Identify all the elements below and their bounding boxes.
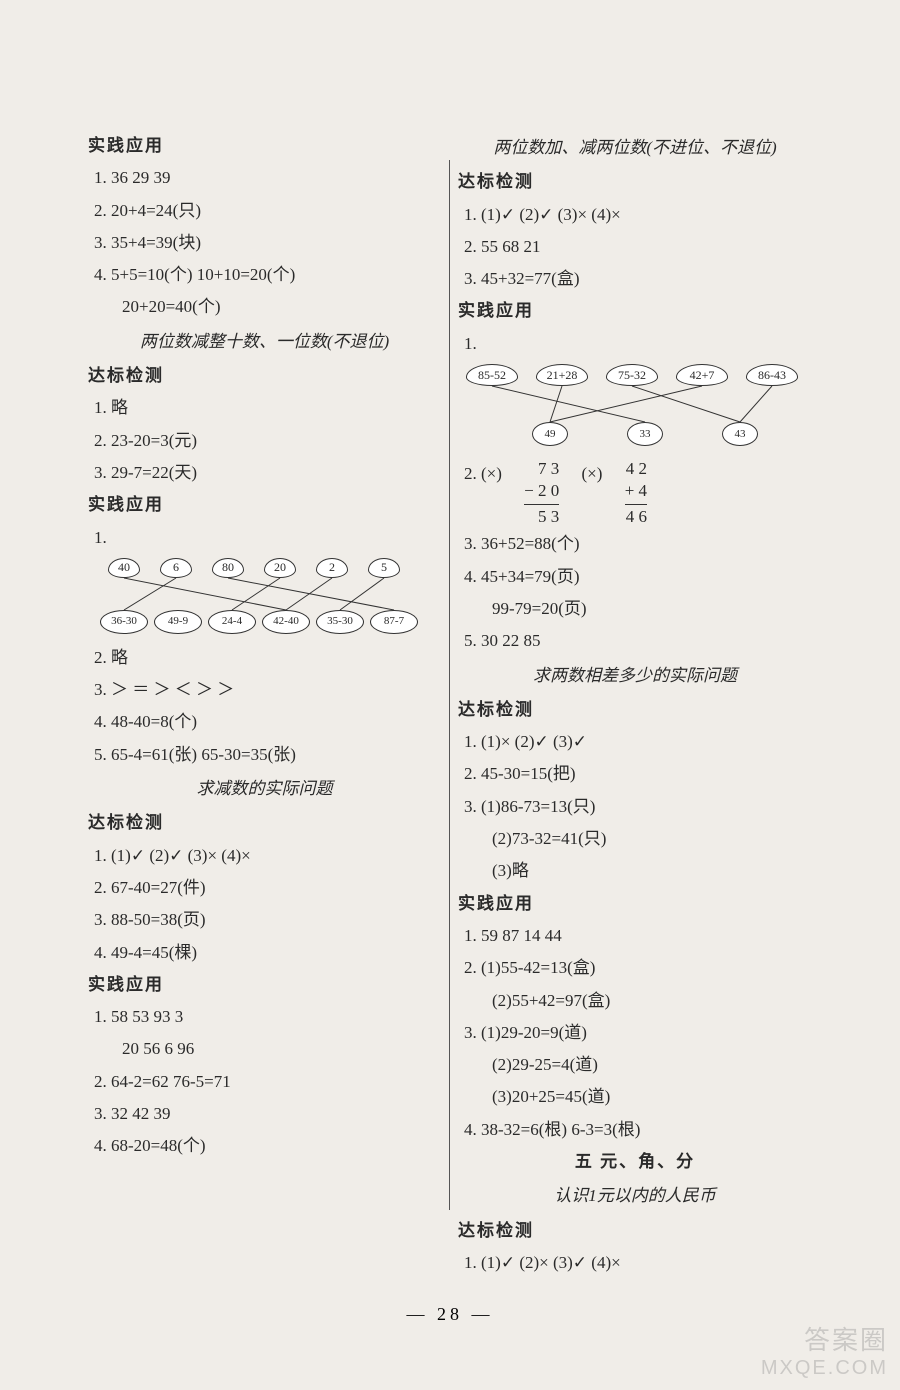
answer-line: 20 56 6 96 — [122, 1033, 441, 1065]
answer-line: 99-79=20(页) — [492, 593, 812, 625]
answer-line: 2. 45-30=15(把) — [464, 758, 812, 790]
section-title: 认识1元以内的人民币 — [458, 1180, 812, 1212]
heading: 实践应用 — [88, 489, 441, 521]
answer-line: 4. 5+5=10(个) 10+10=20(个) — [94, 259, 441, 291]
leaf-node: 6 — [160, 558, 192, 578]
unit-title: 五 元、角、分 — [458, 1146, 812, 1178]
leaf-node: 5 — [368, 558, 400, 578]
answer-line: 2. (1)55-42=13(盒) — [464, 952, 812, 984]
leaf-node: 75-32 — [606, 364, 658, 386]
answer-line: 1. (1)✓ (2)✓ (3)× (4)× — [94, 840, 441, 872]
cloud-node: 33 — [627, 422, 663, 446]
answer-line: (2)73-32=41(只) — [492, 823, 812, 855]
answer-line: 2. 64-2=62 76-5=71 — [94, 1066, 441, 1098]
heading: 实践应用 — [88, 130, 441, 162]
answer-line: 4. 45+34=79(页) — [464, 561, 812, 593]
answer-line: 1. (1)✓ (2)× (3)✓ (4)× — [464, 1247, 812, 1279]
section-title: 求两数相差多少的实际问题 — [458, 660, 812, 692]
heading: 达标检测 — [88, 360, 441, 392]
answer-line: 1. 略 — [94, 392, 441, 424]
answer-line: 3. 32 42 39 — [94, 1098, 441, 1130]
diagram-label: 1. — [94, 522, 441, 554]
cloud-node: 42-40 — [262, 610, 310, 634]
answer-line: 20+20=40(个) — [122, 291, 441, 323]
heading: 达标检测 — [458, 694, 812, 726]
answer-line: (2)29-25=4(道) — [492, 1049, 812, 1081]
answer-line: 1. 59 87 14 44 — [464, 920, 812, 952]
cloud-node: 49 — [532, 422, 568, 446]
watermark: 答案圈 MXQE.COM — [761, 1320, 888, 1380]
answer-line: 3. (1)29-20=9(道) — [464, 1017, 812, 1049]
matching-diagram: 85-52 21+28 75-32 42+7 86-43 49 33 43 — [462, 364, 812, 454]
answer-line: (2)55+42=97(盒) — [492, 985, 812, 1017]
matching-diagram: 40 6 80 20 25 36-3049-924-442-4035-3087-7 — [98, 558, 428, 638]
section-title: 求减数的实际问题 — [88, 773, 441, 805]
diagram-label: 1. — [464, 328, 812, 360]
heading: 达标检测 — [458, 1215, 812, 1247]
cloud-node: 43 — [722, 422, 758, 446]
answer-line: (3)略 — [492, 855, 812, 887]
answer-line: 3. (1)86-73=13(只) — [464, 791, 812, 823]
leaf-node: 20 — [264, 558, 296, 578]
right-column: 两位数加、减两位数(不进位、不退位) 达标检测 1. (1)✓ (2)✓ (3)… — [450, 130, 820, 1260]
cloud-node: 87-7 — [370, 610, 418, 634]
answer-line: 1. (1)✓ (2)✓ (3)× (4)× — [464, 199, 812, 231]
answer-line: 3. 36+52=88(个) — [464, 528, 812, 560]
answer-line: 4. 38-32=6(根) 6-3=3(根) — [464, 1114, 812, 1146]
vertical-math-row: 2. (×) 7 3 − 2 0 5 3 (×) 4 2 + 4 4 6 — [464, 458, 812, 528]
answer-line: 3. 35+4=39(块) — [94, 227, 441, 259]
answer-line: 3. ＞ ＝ ＞ ＜ ＞ ＞ — [94, 674, 441, 706]
cloud-node: 49-9 — [154, 610, 202, 634]
section-title: 两位数减整十数、一位数(不退位) — [88, 326, 441, 358]
answer-line: 2. 略 — [94, 642, 441, 674]
answer-line: 4. 48-40=8(个) — [94, 706, 441, 738]
leaf-node: 2 — [316, 558, 348, 578]
answer-line: 3. 45+32=77(盒) — [464, 263, 812, 295]
cloud-node: 24-4 — [208, 610, 256, 634]
answer-line: 1. (1)× (2)✓ (3)✓ — [464, 726, 812, 758]
leaf-node: 80 — [212, 558, 244, 578]
heading: 达标检测 — [88, 807, 441, 839]
heading: 实践应用 — [458, 888, 812, 920]
section-title: 两位数加、减两位数(不进位、不退位) — [458, 132, 812, 164]
answer-line: 1. 58 53 93 3 — [94, 1001, 441, 1033]
heading: 达标检测 — [458, 166, 812, 198]
answer-line: 5. 65-4=61(张) 65-30=35(张) — [94, 739, 441, 771]
cloud-node: 35-30 — [316, 610, 364, 634]
answer-line: 2. 67-40=27(件) — [94, 872, 441, 904]
answer-line: 2. 55 68 21 — [464, 231, 812, 263]
left-column: 实践应用 1. 36 29 39 2. 20+4=24(只) 3. 35+4=3… — [80, 130, 449, 1260]
heading: 实践应用 — [458, 295, 812, 327]
answer-line: (3)20+25=45(道) — [492, 1081, 812, 1113]
leaf-node: 21+28 — [536, 364, 588, 386]
answer-line: 3. 88-50=38(页) — [94, 904, 441, 936]
leaf-node: 85-52 — [466, 364, 518, 386]
answer-line: 1. 36 29 39 — [94, 162, 441, 194]
answer-line: 2. 20+4=24(只) — [94, 195, 441, 227]
leaf-node: 42+7 — [676, 364, 728, 386]
heading: 实践应用 — [88, 969, 441, 1001]
answer-line: 5. 30 22 85 — [464, 625, 812, 657]
answer-line: 4. 68-20=48(个) — [94, 1130, 441, 1162]
answer-line: 2. 23-20=3(元) — [94, 425, 441, 457]
leaf-node: 40 — [108, 558, 140, 578]
leaf-node: 86-43 — [746, 364, 798, 386]
answer-line: 3. 29-7=22(天) — [94, 457, 441, 489]
answer-line: 4. 49-4=45(棵) — [94, 937, 441, 969]
cloud-node: 36-30 — [100, 610, 148, 634]
